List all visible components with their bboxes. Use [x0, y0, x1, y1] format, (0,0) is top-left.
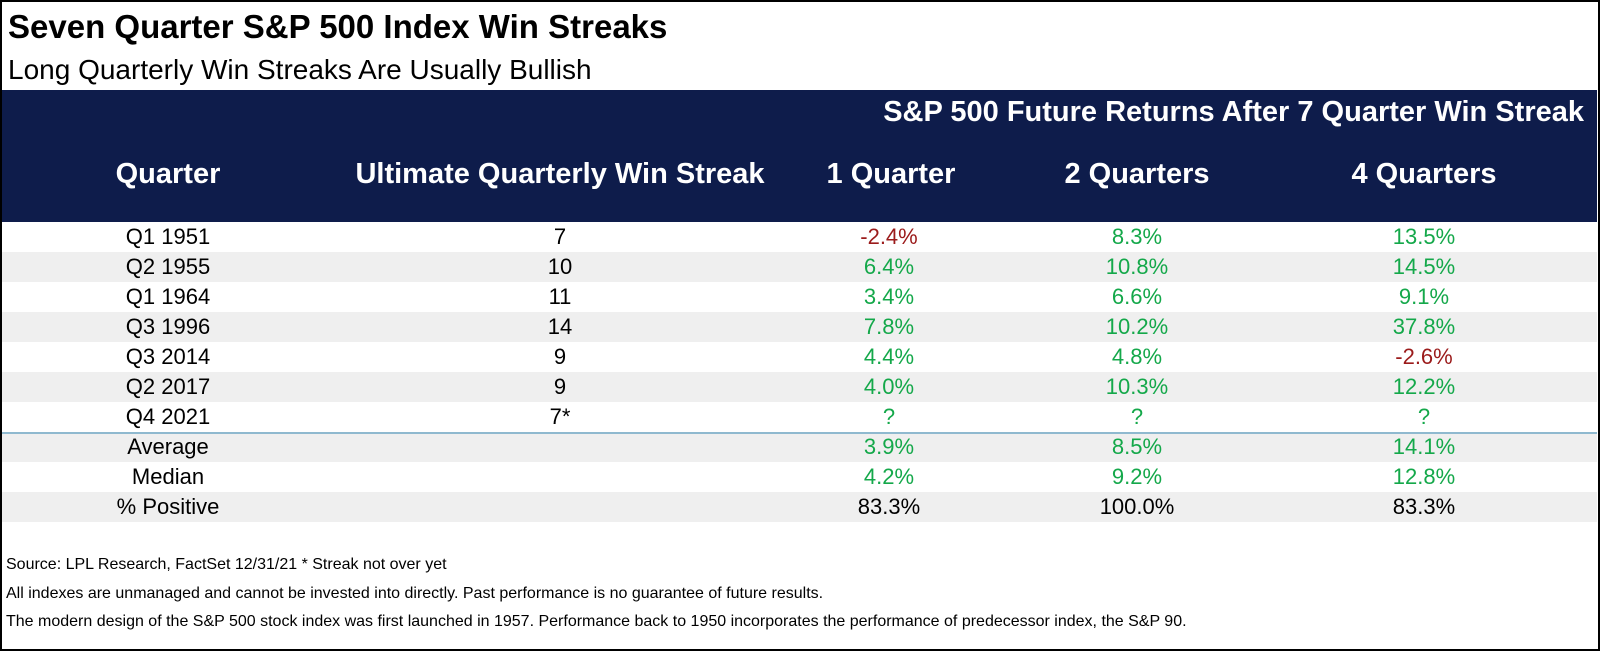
table-row: Q3 1996 14 7.8% 10.2% 37.8%	[2, 312, 1597, 342]
cell-q4: 83.3%	[1392, 494, 1456, 519]
cell-q1: 4.0%	[863, 374, 915, 399]
chart-title: Seven Quarter S&P 500 Index Win Streaks	[8, 8, 668, 45]
table-row: Q2 2017 9 4.0% 10.3% 12.2%	[2, 372, 1597, 402]
cell-q4: 12.2%	[1392, 374, 1456, 399]
footnote-source: Source: LPL Research, FactSet 12/31/21 *…	[6, 556, 447, 573]
cell-streak: 9	[553, 344, 567, 369]
cell-q1: 3.9%	[863, 434, 915, 459]
cell-q4: 13.5%	[1392, 224, 1456, 249]
cell-q2: 10.2%	[1105, 314, 1169, 339]
cell-q1: 3.4%	[863, 284, 915, 309]
cell-q4: 14.1%	[1392, 434, 1456, 459]
summary-divider	[2, 432, 1597, 434]
summary-row: % Positive 83.3% 100.0% 83.3%	[2, 492, 1597, 522]
col-header-2q: 2 Quarters	[1064, 158, 1210, 190]
cell-q1: -2.4%	[860, 224, 918, 249]
cell-q1: 4.4%	[863, 344, 915, 369]
cell-q4: -2.6%	[1395, 344, 1453, 369]
col-header-4q: 4 Quarters	[1351, 158, 1497, 190]
cell-streak: 10	[547, 254, 573, 279]
cell-quarter: Q3 1996	[125, 314, 211, 339]
col-header-quarter: Quarter	[115, 158, 221, 190]
table-row: Q1 1964 11 3.4% 6.6% 9.1%	[2, 282, 1597, 312]
cell-quarter: Q4 2021	[125, 404, 211, 429]
cell-quarter: Q2 1955	[125, 254, 211, 279]
table-body: Q1 1951 7 -2.4% 8.3% 13.5% Q2 1955 10 6.4% 10.8%…	[2, 222, 1597, 522]
cell-q2: 100.0%	[1099, 494, 1175, 519]
cell-quarter: Q1 1964	[125, 284, 211, 309]
cell-q2: 4.8%	[1111, 344, 1163, 369]
cell-q1: 6.4%	[863, 254, 915, 279]
cell-quarter: % Positive	[116, 494, 220, 519]
cell-streak: 14	[547, 314, 573, 339]
cell-streak: 7	[553, 224, 567, 249]
cell-q1: 83.3%	[857, 494, 921, 519]
chart-subtitle: Long Quarterly Win Streaks Are Usually B…	[8, 54, 592, 85]
cell-streak: 11	[548, 284, 572, 309]
cell-q2: ?	[1130, 404, 1144, 429]
cell-quarter: Q3 2014	[125, 344, 211, 369]
cell-q4: 12.8%	[1392, 464, 1456, 489]
cell-q4: 37.8%	[1392, 314, 1456, 339]
footnote-history: The modern design of the S&P 500 stock i…	[6, 613, 1187, 630]
cell-q2: 10.3%	[1105, 374, 1169, 399]
table-row: Q3 2014 9 4.4% 4.8% -2.6%	[2, 342, 1597, 372]
cell-q2: 9.2%	[1111, 464, 1163, 489]
col-header-streak: Ultimate Quarterly Win Streak	[355, 158, 765, 190]
cell-q2: 10.8%	[1105, 254, 1169, 279]
cell-streak: 7*	[549, 404, 571, 429]
cell-q2: 6.6%	[1111, 284, 1163, 309]
col-header-1q: 1 Quarter	[826, 158, 956, 190]
table-row: Q4 2021 7*???	[2, 402, 1597, 432]
cell-q4: 9.1%	[1398, 284, 1450, 309]
cell-q1: ?	[882, 404, 896, 429]
table-row: Q2 1955 10 6.4% 10.8% 14.5%	[2, 252, 1597, 282]
table-row: Q1 1951 7 -2.4% 8.3% 13.5%	[2, 222, 1597, 252]
cell-q4: ?	[1417, 404, 1431, 429]
cell-quarter: Average	[127, 434, 209, 459]
cell-q2: 8.5%	[1111, 434, 1163, 459]
group-header: S&P 500 Future Returns After 7 Quarter W…	[883, 96, 1584, 128]
cell-q1: 7.8%	[863, 314, 915, 339]
cell-q1: 4.2%	[863, 464, 915, 489]
cell-quarter: Q1 1951	[125, 224, 211, 249]
table-header-band	[2, 90, 1597, 222]
cell-q2: 8.3%	[1111, 224, 1163, 249]
cell-q4: 14.5%	[1392, 254, 1456, 279]
cell-quarter: Median	[131, 464, 205, 489]
summary-row: Average 3.9% 8.5% 14.1%	[2, 432, 1597, 462]
footnote-disclaimer: All indexes are unmanaged and cannot be …	[6, 585, 824, 602]
summary-row: Median 4.2% 9.2% 12.8%	[2, 462, 1597, 492]
cell-quarter: Q2 2017	[125, 374, 211, 399]
cell-streak: 9	[553, 374, 567, 399]
